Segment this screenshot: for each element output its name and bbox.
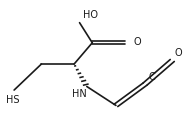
Text: C: C [149, 72, 155, 82]
Text: HS: HS [6, 95, 19, 105]
Text: HO: HO [83, 10, 98, 20]
Text: O: O [174, 48, 182, 58]
Text: O: O [133, 37, 141, 47]
Text: HN: HN [72, 89, 87, 99]
